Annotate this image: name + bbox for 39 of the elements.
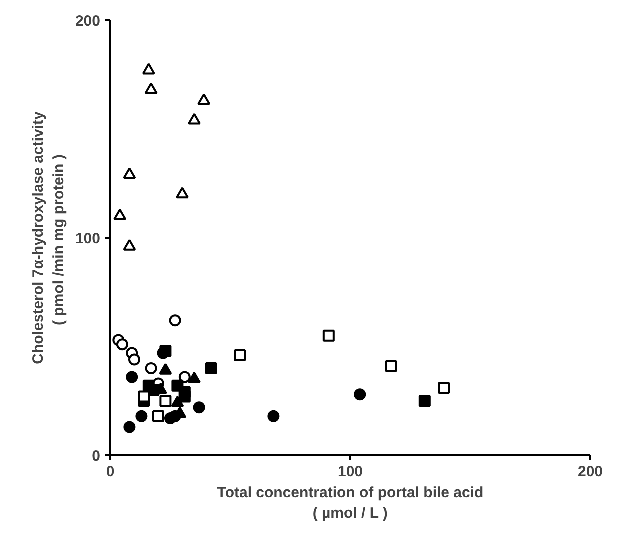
x-axis-title: Total concentration of portal bile acid ( µmol / L ) <box>217 484 484 522</box>
point <box>322 330 335 342</box>
point <box>136 410 148 422</box>
y-tick-label: 0 <box>92 448 100 465</box>
point <box>160 395 172 408</box>
point <box>178 371 191 384</box>
point <box>160 345 172 358</box>
point <box>205 362 218 374</box>
point <box>418 395 431 408</box>
point <box>124 421 136 434</box>
point <box>354 388 366 401</box>
point <box>144 82 158 94</box>
point <box>142 63 156 75</box>
point <box>145 362 158 374</box>
point <box>126 371 138 384</box>
point <box>128 354 140 366</box>
point <box>193 402 206 414</box>
point <box>123 168 136 180</box>
point <box>268 410 280 422</box>
point <box>123 239 136 251</box>
point <box>114 208 127 220</box>
x-tick-label: 200 <box>578 464 604 480</box>
point <box>178 390 191 403</box>
point <box>234 349 246 362</box>
y-axis-title: Cholesterol 7α-hydroxylase activity ( pmol /min mg protein ) <box>30 111 68 364</box>
point <box>152 410 164 422</box>
point <box>188 372 201 384</box>
x-tick-label: 0 <box>106 464 115 480</box>
point <box>438 382 450 394</box>
point <box>138 390 150 403</box>
point <box>169 314 182 327</box>
y-tick-label: 200 <box>75 13 101 30</box>
point <box>385 360 398 372</box>
point <box>198 94 211 106</box>
point <box>188 113 201 125</box>
x-tick-label: 100 <box>338 464 364 480</box>
y-tick-label: 100 <box>75 230 101 248</box>
point <box>116 338 128 351</box>
point <box>176 187 189 199</box>
